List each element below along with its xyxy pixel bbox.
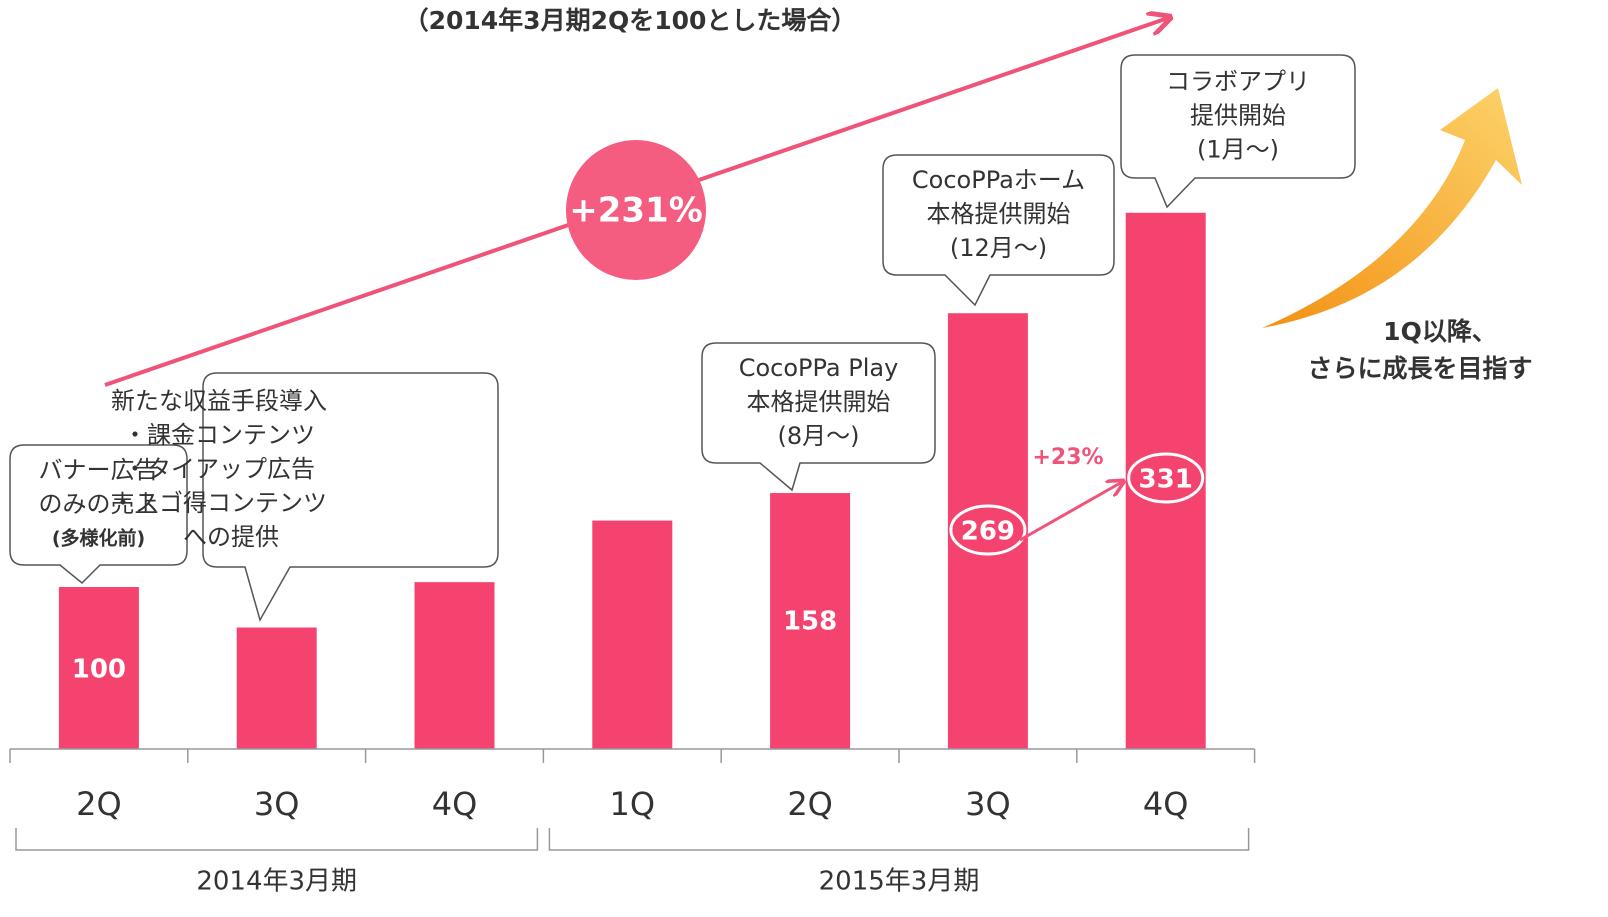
group-bracket: [15, 828, 539, 851]
callout-text: コラボアプリ: [1166, 68, 1310, 96]
bar: [1125, 212, 1206, 749]
value-label: 269: [961, 517, 1015, 547]
outlook-text: 1Q以降、: [1383, 317, 1497, 346]
bar: [236, 627, 317, 749]
callout: [9, 444, 188, 585]
callout-text: 新たな収益手段導入: [111, 387, 327, 415]
callout-text: (8月～): [778, 422, 860, 450]
group-bracket: [548, 828, 1250, 851]
value-label: 331: [1139, 465, 1193, 495]
callout: [701, 342, 936, 492]
value-label: 158: [783, 607, 837, 637]
callout-text: (多様化前): [52, 527, 145, 550]
callout-text: ・課金コンテンツ: [123, 421, 315, 449]
value-label: 100: [72, 655, 126, 685]
growth-total: +231%: [569, 191, 703, 231]
chart-subtitle: （2014年3月期2Qを100とした場合）: [404, 6, 857, 35]
callout-text: CocoPPaホーム: [912, 166, 1085, 194]
growth-badge: [566, 140, 706, 280]
growth-arrow: [1262, 88, 1522, 328]
value-ring: [1127, 452, 1205, 504]
bar: [58, 587, 139, 749]
callout-text: ・スゴ得コンテンツ: [111, 489, 327, 517]
growth-last: +23%: [1032, 445, 1103, 470]
x-tick-label: 4Q: [432, 785, 478, 823]
x-tick-label: 3Q: [965, 785, 1011, 823]
callout-text: 本格提供開始: [747, 388, 891, 416]
group-label: 2015年3月期: [819, 867, 980, 897]
x-tick-label: 1Q: [610, 785, 656, 823]
bar: [414, 582, 495, 749]
callout-text: のみの売上: [39, 490, 159, 518]
growth-last-arrow: [1019, 482, 1122, 542]
callout-text: (12月～): [950, 234, 1047, 262]
callout-text: ・タイアップ広告: [123, 455, 315, 483]
x-tick-label: 3Q: [254, 785, 300, 823]
callout-text: CocoPPa Play: [739, 354, 899, 382]
callout-text: 提供開始: [1190, 102, 1286, 130]
bar: [947, 313, 1028, 749]
callout: [882, 154, 1115, 307]
callout-text: (1月～): [1197, 136, 1279, 164]
bar: [592, 520, 673, 749]
x-tick-label: 2Q: [76, 785, 122, 823]
callout: [202, 372, 499, 622]
callout-text: バナー広告: [39, 456, 159, 484]
value-ring: [949, 504, 1027, 556]
callout-text: への提供: [159, 523, 279, 551]
bar: [770, 493, 851, 749]
callout: [1120, 54, 1356, 209]
outlook-text: さらに成長を目指す: [1307, 354, 1532, 383]
x-tick-label: 2Q: [787, 785, 833, 823]
group-label: 2014年3月期: [196, 867, 357, 897]
callout-text: 本格提供開始: [927, 200, 1071, 228]
x-tick-label: 4Q: [1143, 785, 1189, 823]
